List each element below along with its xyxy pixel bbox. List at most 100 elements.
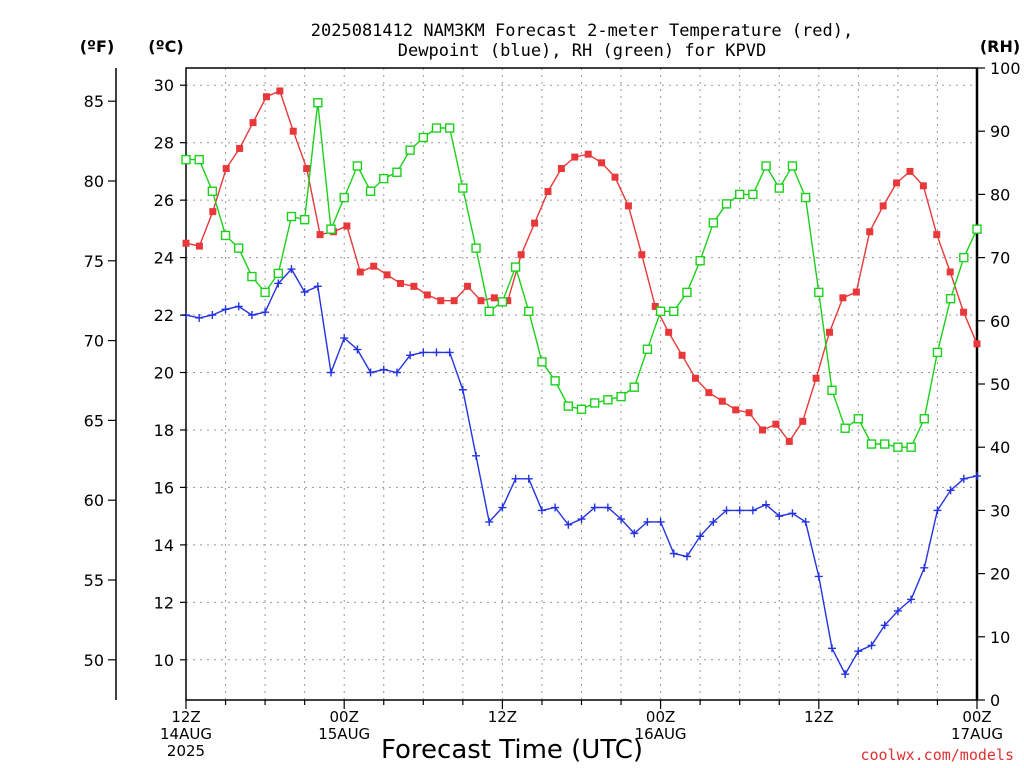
rh-point-31 bbox=[589, 398, 600, 408]
temperature-point-3 bbox=[222, 165, 230, 173]
rh-point-60 bbox=[972, 224, 982, 234]
rh-point-25 bbox=[510, 262, 521, 272]
dewpoint-point-32 bbox=[603, 503, 612, 512]
temperature-point-59 bbox=[973, 340, 981, 348]
rh-point-56 bbox=[919, 414, 929, 424]
dewpoint-point-49 bbox=[827, 644, 836, 653]
temperature-point-30 bbox=[584, 150, 592, 158]
rh-point-58 bbox=[945, 293, 956, 304]
rh-point-37 bbox=[669, 306, 679, 317]
dewpoint-point-20 bbox=[445, 348, 454, 357]
temperature-point-18 bbox=[423, 291, 431, 299]
temperature-point-44 bbox=[772, 420, 780, 428]
temperature-point-13 bbox=[356, 268, 364, 276]
temperature-point-50 bbox=[852, 288, 860, 296]
dewpoint-point-47 bbox=[801, 517, 810, 526]
temperature-point-23 bbox=[490, 294, 498, 302]
temperature-point-1 bbox=[195, 242, 203, 250]
dewpoint-series-line bbox=[185, 267, 978, 676]
dewpoint-point-29 bbox=[564, 520, 573, 529]
rh-point-50 bbox=[840, 423, 850, 433]
rh-point-33 bbox=[616, 391, 626, 402]
chart-title-line1: 2025081412 NAM3KM Forecast 2-meter Tempe… bbox=[311, 21, 853, 41]
fahrenheit-tick-label-6: 80 bbox=[84, 172, 104, 191]
dewpoint-point-39 bbox=[696, 532, 705, 541]
dewpoint-point-38 bbox=[682, 552, 691, 561]
dewpoint-point-41 bbox=[722, 506, 731, 515]
rh-point-30 bbox=[576, 404, 587, 414]
temperature-point-7 bbox=[276, 87, 284, 95]
celsius-tick-label-6: 22 bbox=[154, 306, 174, 325]
rh-point-26 bbox=[524, 306, 534, 317]
temperature-point-17 bbox=[410, 282, 418, 290]
dewpoint-point-35 bbox=[643, 517, 652, 526]
dewpoint-point-15 bbox=[379, 365, 388, 374]
rh-point-13 bbox=[352, 161, 363, 171]
temperature-point-20 bbox=[450, 297, 458, 305]
chart-title-line2: Dewpoint (blue), RH (green) for KPVD bbox=[398, 41, 766, 61]
temperature-point-36 bbox=[665, 328, 673, 336]
fahrenheit-tick-label-4: 70 bbox=[84, 332, 104, 351]
rh-point-3 bbox=[220, 230, 231, 241]
dewpoint-point-46 bbox=[788, 509, 797, 518]
dewpoint-point-8 bbox=[287, 265, 296, 274]
dewpoint-point-22 bbox=[472, 451, 481, 460]
dewpoint-point-3 bbox=[221, 305, 230, 314]
rh-point-27 bbox=[537, 357, 547, 367]
rh-point-34 bbox=[629, 382, 639, 392]
dewpoint-point-42 bbox=[735, 506, 744, 515]
celsius-tick-label-9: 28 bbox=[154, 134, 174, 153]
rh-point-4 bbox=[234, 243, 244, 253]
temperature-point-49 bbox=[839, 294, 847, 302]
rh-point-0 bbox=[181, 154, 191, 165]
rh-point-55 bbox=[906, 442, 916, 452]
temperature-point-25 bbox=[517, 251, 525, 259]
temperature-point-52 bbox=[879, 202, 887, 210]
dewpoint-point-2 bbox=[208, 311, 217, 320]
dewpoint-point-5 bbox=[247, 311, 256, 320]
rh-point-14 bbox=[365, 186, 376, 196]
dewpoint-point-54 bbox=[893, 606, 902, 615]
temperature-point-48 bbox=[826, 328, 834, 336]
rh-point-42 bbox=[735, 189, 745, 200]
rh-tick-label-9: 90 bbox=[990, 122, 1010, 141]
temperature-point-5 bbox=[249, 119, 257, 127]
x-tick-label-1-1: 15AUG bbox=[318, 725, 370, 743]
temperature-point-34 bbox=[638, 251, 646, 259]
rh-point-40 bbox=[708, 218, 719, 228]
temperature-point-39 bbox=[705, 389, 713, 397]
celsius-tick-label-5: 20 bbox=[154, 364, 174, 383]
celsius-tick-label-2: 14 bbox=[154, 536, 174, 555]
dewpoint-point-14 bbox=[366, 368, 375, 377]
celsius-tick-label-10: 30 bbox=[154, 76, 174, 95]
dewpoint-point-50 bbox=[841, 670, 850, 679]
rh-point-20 bbox=[444, 123, 455, 133]
fahrenheit-tick-label-1: 55 bbox=[84, 571, 104, 590]
fahrenheit-axis-label: (ºF) bbox=[80, 37, 115, 56]
rh-axis-label: (RH) bbox=[980, 37, 1020, 56]
celsius-tick-label-7: 24 bbox=[154, 249, 174, 268]
dewpoint-point-26 bbox=[524, 474, 533, 483]
temperature-point-31 bbox=[598, 159, 606, 167]
series-layer bbox=[181, 87, 982, 679]
temperature-point-2 bbox=[209, 208, 217, 216]
x-tick-label-4-0: 12Z bbox=[804, 708, 833, 726]
rh-point-44 bbox=[761, 161, 771, 171]
rh-point-15 bbox=[379, 173, 389, 184]
dewpoint-point-23 bbox=[485, 517, 494, 526]
dewpoint-point-40 bbox=[709, 517, 718, 526]
rh-point-39 bbox=[695, 256, 705, 266]
dewpoint-point-1 bbox=[195, 313, 204, 322]
dewpoint-point-33 bbox=[617, 515, 626, 524]
fahrenheit-tick-label-7: 85 bbox=[84, 92, 104, 111]
x-tick-label-3-0: 00Z bbox=[646, 708, 675, 726]
dewpoint-point-44 bbox=[762, 500, 771, 509]
rh-tick-label-10: 100 bbox=[990, 59, 1021, 78]
x-tick-label-5-1: 17AUG bbox=[951, 725, 1003, 743]
temperature-point-43 bbox=[758, 426, 766, 434]
celsius-tick-label-8: 26 bbox=[154, 191, 174, 210]
rh-point-6 bbox=[260, 287, 270, 298]
dewpoint-point-34 bbox=[630, 529, 639, 538]
dewpoint-point-6 bbox=[261, 308, 270, 317]
